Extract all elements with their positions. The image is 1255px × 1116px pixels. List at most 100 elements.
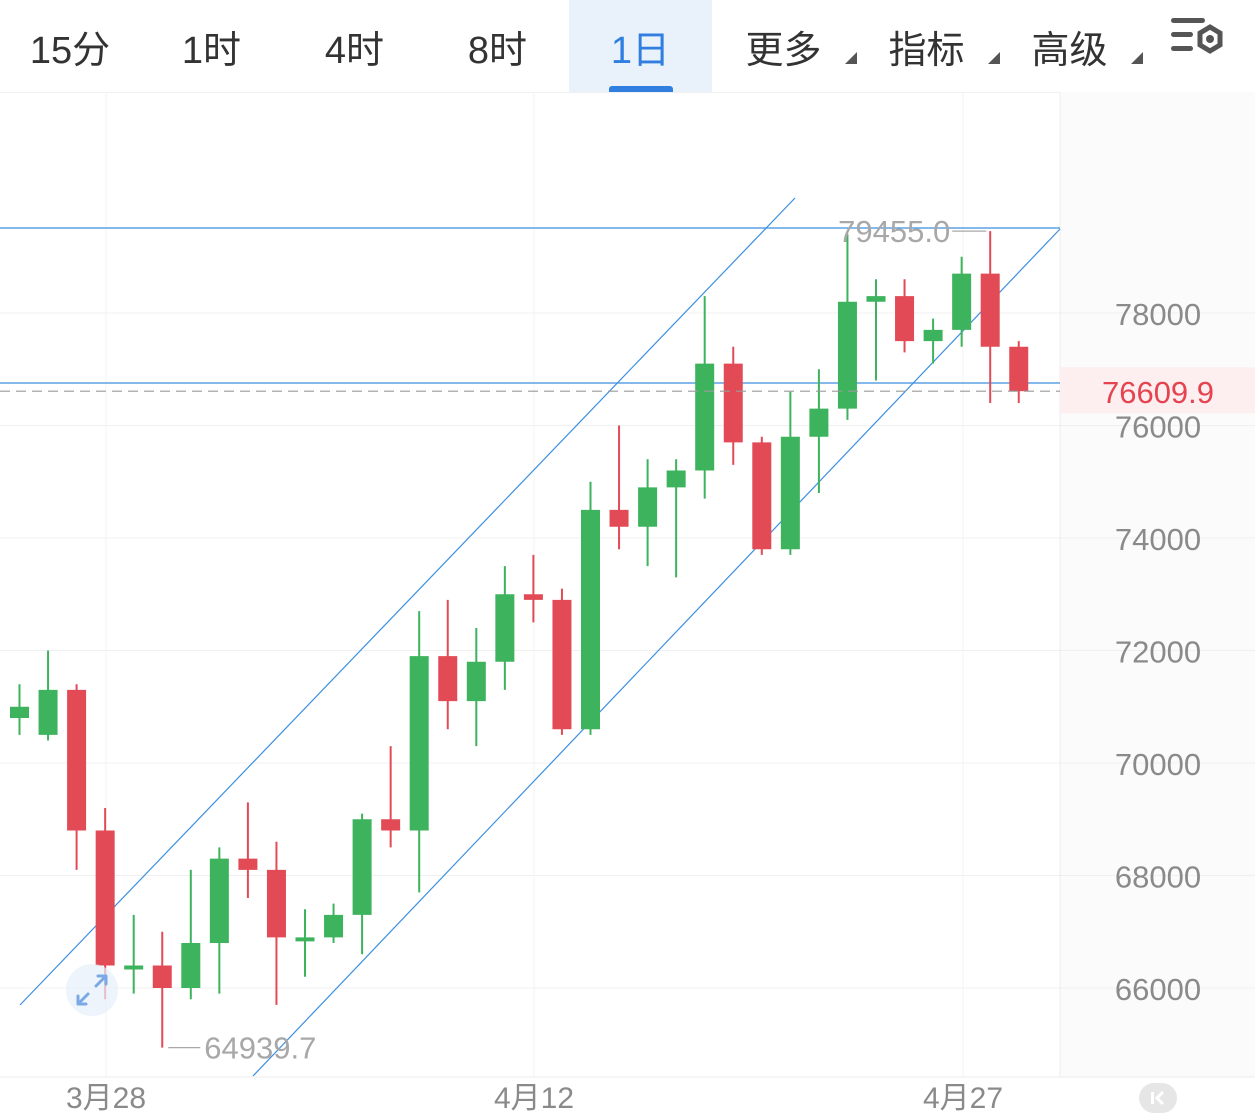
candle-body bbox=[923, 329, 943, 342]
candle-body bbox=[38, 689, 58, 735]
candle-up[interactable] bbox=[209, 847, 229, 994]
candle-body bbox=[352, 819, 372, 915]
dropdown-caret-icon bbox=[988, 52, 1000, 64]
candle-body bbox=[209, 858, 229, 943]
tab-8hour[interactable]: 8时 bbox=[426, 0, 569, 92]
candle-up[interactable] bbox=[352, 813, 372, 955]
tab-more-dropdown[interactable]: 更多 bbox=[712, 0, 857, 92]
tab-label: 高级 bbox=[1031, 29, 1108, 72]
candle-up[interactable] bbox=[466, 628, 486, 747]
candle-up[interactable] bbox=[923, 318, 943, 364]
chart-settings-button[interactable] bbox=[1165, 8, 1227, 70]
candle-up[interactable] bbox=[780, 391, 800, 555]
candle-body bbox=[552, 599, 572, 730]
scroll-to-latest-button[interactable] bbox=[1139, 1083, 1177, 1113]
candle-body bbox=[152, 965, 172, 988]
candle-up[interactable] bbox=[10, 684, 29, 735]
y-axis-tick-label: 72000 bbox=[1115, 635, 1201, 670]
candle-body bbox=[952, 273, 972, 330]
candle-down[interactable] bbox=[381, 746, 401, 848]
candle-up[interactable] bbox=[666, 459, 686, 578]
tab-4hour[interactable]: 4时 bbox=[283, 0, 426, 92]
candle-up[interactable] bbox=[295, 909, 315, 977]
y-axis-tick-label: 78000 bbox=[1115, 297, 1201, 332]
tab-advanced-dropdown[interactable]: 高级 bbox=[998, 0, 1143, 92]
candle-up[interactable] bbox=[409, 611, 429, 893]
candle-body bbox=[523, 594, 543, 600]
candle-body bbox=[809, 408, 829, 437]
y-axis-tick-label: 74000 bbox=[1115, 522, 1201, 557]
chart-settings-icon bbox=[1171, 18, 1223, 54]
candle-body bbox=[466, 661, 486, 702]
candle-up[interactable] bbox=[181, 869, 201, 1000]
tab-label: 1时 bbox=[181, 29, 242, 72]
candle-body bbox=[837, 301, 857, 409]
active-tab-indicator bbox=[608, 86, 673, 92]
x-axis-tick-label: 4月12 bbox=[494, 1082, 574, 1115]
last-price-tag-background bbox=[1060, 367, 1255, 414]
candle-down[interactable] bbox=[238, 802, 258, 898]
candle-up[interactable] bbox=[866, 279, 886, 381]
max-price-label: 79455.0 bbox=[838, 214, 950, 249]
channel-lower-line[interactable] bbox=[252, 228, 1061, 1077]
candle-down[interactable] bbox=[552, 588, 572, 735]
dropdown-caret-icon bbox=[845, 52, 857, 64]
tab-15min[interactable]: 15分 bbox=[0, 0, 140, 92]
candle-down[interactable] bbox=[152, 931, 172, 1048]
candle-down[interactable] bbox=[67, 684, 87, 870]
candle-up[interactable] bbox=[638, 459, 658, 567]
candle-down[interactable] bbox=[523, 554, 543, 623]
candlestick-chart[interactable]: 78000 76000 74000 72000 70000 68000 66000 3月28 4… bbox=[0, 92, 1255, 1116]
candle-up[interactable] bbox=[809, 369, 829, 493]
channel-upper-line[interactable] bbox=[19, 197, 796, 1006]
candle-body bbox=[866, 296, 886, 302]
candle-down[interactable] bbox=[723, 346, 743, 465]
candle-body bbox=[638, 487, 658, 527]
candle-body bbox=[324, 914, 344, 938]
candle-body bbox=[181, 943, 201, 988]
candle-body bbox=[980, 273, 1000, 347]
candle-down[interactable] bbox=[895, 279, 915, 353]
trend-channel-drawing[interactable] bbox=[0, 197, 1061, 1077]
candle-down[interactable] bbox=[95, 808, 115, 1000]
candle-up[interactable] bbox=[952, 256, 972, 347]
tab-label: 15分 bbox=[29, 29, 111, 72]
shrink-arrows-icon bbox=[76, 974, 108, 1006]
tab-1hour[interactable]: 1时 bbox=[140, 0, 283, 92]
shrink-button-background bbox=[66, 964, 118, 1016]
candle-down[interactable] bbox=[609, 425, 629, 550]
candle-down[interactable] bbox=[1009, 341, 1029, 403]
candle-body bbox=[238, 858, 258, 870]
y-axis-tick-label: 68000 bbox=[1115, 860, 1201, 895]
candle-down[interactable] bbox=[752, 436, 772, 555]
candle-up[interactable] bbox=[581, 481, 600, 735]
candle-up[interactable] bbox=[324, 903, 344, 943]
tab-label: 更多 bbox=[745, 29, 822, 72]
candle-up[interactable] bbox=[124, 914, 144, 994]
candle-up[interactable] bbox=[38, 650, 58, 741]
candle-up[interactable] bbox=[695, 296, 715, 499]
y-axis-tick-label: 70000 bbox=[1115, 747, 1201, 782]
candle-up[interactable] bbox=[495, 566, 515, 690]
tab-indicators-dropdown[interactable]: 指标 bbox=[855, 0, 1000, 92]
candle-down[interactable] bbox=[438, 599, 458, 730]
tab-1day[interactable]: 1日 bbox=[569, 0, 712, 92]
shrink-button[interactable] bbox=[66, 964, 118, 1016]
x-axis-tick-label: 3月28 bbox=[66, 1082, 146, 1115]
candle-down[interactable] bbox=[266, 841, 286, 1005]
price-axis-panel bbox=[1060, 92, 1255, 1078]
candle-down[interactable] bbox=[980, 231, 1000, 403]
candle-body bbox=[695, 363, 715, 471]
candle-body bbox=[124, 965, 144, 970]
candle-body bbox=[95, 830, 115, 966]
candle-body bbox=[752, 442, 772, 550]
tab-label: 指标 bbox=[888, 29, 965, 72]
last-price-tag: 76609.9 bbox=[1102, 375, 1214, 410]
min-price-label: 64939.7 bbox=[204, 1031, 316, 1066]
candle-up[interactable] bbox=[837, 234, 857, 420]
candle-body bbox=[581, 509, 600, 730]
candle-body bbox=[266, 869, 286, 938]
candle-body bbox=[495, 594, 515, 662]
candle-body bbox=[295, 937, 315, 942]
tab-label: 4时 bbox=[324, 29, 385, 72]
